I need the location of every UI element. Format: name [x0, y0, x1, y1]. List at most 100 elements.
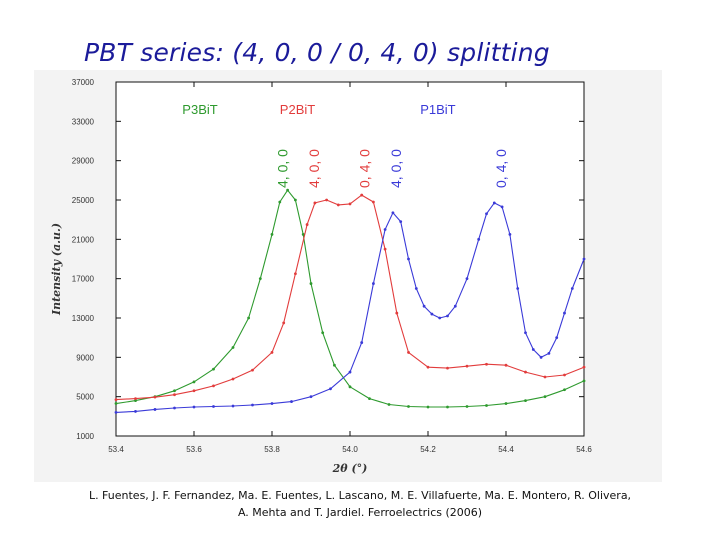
series-point-p1bit — [383, 228, 387, 231]
series-point-p2bit — [543, 375, 547, 379]
series-point-p2bit — [395, 311, 399, 315]
slide-title: PBT series: (4, 0, 0 / 0, 4, 0) splittin… — [84, 38, 550, 67]
series-point-p1bit — [153, 408, 157, 411]
citation-line-2: A. Mehta and T. Jardiel. Ferroelectrics … — [237, 506, 483, 519]
series-point-p1bit — [290, 400, 293, 403]
series-point-p1bit — [524, 331, 527, 335]
peak-annotation: 4, 0, 0 — [388, 149, 404, 188]
series-point-p1bit — [309, 395, 313, 399]
peak-annotation: 4, 0, 0 — [306, 149, 322, 188]
x-tick-label: 53.8 — [264, 445, 280, 454]
y-tick-label: 37000 — [72, 78, 95, 87]
series-point-p2bit — [282, 321, 286, 325]
series-point-p3bit — [348, 385, 352, 389]
series-point-p2bit — [582, 365, 586, 369]
y-tick-label: 13000 — [72, 314, 95, 323]
series-point-p1bit — [531, 348, 535, 351]
series-group — [114, 188, 586, 414]
series-point-p2bit — [153, 395, 157, 399]
series-point-p2bit — [305, 223, 309, 226]
series-point-p3bit — [212, 367, 215, 371]
series-point-p3bit — [368, 397, 371, 401]
series-point-p3bit — [543, 395, 547, 399]
series-point-p3bit — [563, 388, 566, 392]
series-point-p3bit — [387, 403, 391, 406]
series-point-p3bit — [504, 402, 508, 405]
series-point-p2bit — [348, 202, 352, 206]
series-point-p1bit — [399, 220, 403, 224]
y-tick-label: 33000 — [72, 117, 95, 126]
y-tick-label: 21000 — [72, 235, 95, 244]
series-point-p3bit — [446, 405, 449, 409]
series-line-p3bit — [115, 189, 585, 408]
series-point-p1bit — [539, 355, 543, 359]
series-point-p2bit — [360, 193, 364, 197]
legend-label-p3bit: P3BiT — [182, 102, 217, 117]
x-tick-label: 54.4 — [498, 445, 514, 454]
series-point-p3bit — [465, 405, 469, 408]
series-point-p1bit — [329, 387, 332, 391]
series-point-p2bit — [446, 366, 449, 370]
series-point-p1bit — [270, 402, 274, 405]
y-tick-label: 1000 — [76, 432, 94, 441]
series-point-p2bit — [114, 398, 118, 402]
series-point-p1bit — [348, 370, 352, 374]
series-point-p2bit — [313, 201, 317, 205]
series-point-p1bit — [477, 237, 481, 241]
series-point-p2bit — [212, 384, 215, 388]
series-point-p1bit — [173, 406, 176, 410]
series-point-p3bit — [134, 399, 137, 402]
series-point-p3bit — [258, 277, 262, 281]
series-point-p3bit — [192, 380, 196, 384]
x-tick-label: 53.4 — [108, 445, 124, 454]
series-point-p1bit — [414, 287, 418, 290]
series-point-p1bit — [508, 233, 512, 236]
series-point-p1bit — [212, 405, 215, 408]
series-point-p3bit — [270, 233, 274, 236]
series-point-p1bit — [407, 257, 410, 261]
series-point-p2bit — [173, 393, 176, 397]
series-point-p2bit — [325, 198, 328, 202]
series-point-p2bit — [231, 377, 235, 381]
series-point-p2bit — [134, 397, 137, 401]
series-point-p3bit — [173, 389, 176, 393]
series-point-p3bit — [247, 316, 251, 320]
peak-annotation: 4, 0, 0 — [275, 149, 291, 188]
legend-label-p1bit: P1BiT — [420, 102, 455, 117]
x-tick-label: 53.6 — [186, 445, 202, 454]
series-point-p3bit — [407, 405, 410, 408]
x-tick-label: 54.0 — [342, 445, 358, 454]
series-point-p3bit — [582, 379, 586, 383]
series-point-p2bit — [504, 363, 508, 367]
x-axis-label: 2θ (°) — [332, 462, 368, 475]
y-tick-label: 5000 — [76, 393, 94, 402]
series-point-p1bit — [231, 404, 235, 408]
series-point-p1bit — [453, 304, 457, 308]
series-point-p3bit — [321, 331, 325, 335]
series-point-p1bit — [465, 277, 469, 281]
series-point-p2bit — [383, 247, 387, 251]
diffraction-chart: 53.4 53.6 53.8 54.0 54.2 54.4 54.6 1000 5000 9000… — [50, 78, 592, 475]
series-point-p3bit — [278, 200, 282, 204]
peak-annotation: 0, 4, 0 — [493, 149, 509, 188]
series-point-p3bit — [301, 233, 305, 236]
series-point-p2bit — [294, 272, 297, 276]
series-point-p2bit — [485, 362, 488, 366]
y-tick-label: 25000 — [72, 196, 95, 205]
series-point-p1bit — [422, 304, 426, 308]
series-point-p2bit — [251, 368, 254, 372]
y-tick-label: 17000 — [72, 275, 95, 284]
series-point-p3bit — [286, 188, 289, 192]
series-point-p1bit — [360, 341, 364, 344]
series-point-p3bit — [333, 363, 336, 367]
series-point-p1bit — [485, 212, 488, 216]
series-point-p1bit — [251, 403, 254, 407]
legend-label-p2bit: P2BiT — [280, 102, 315, 117]
series-point-p1bit — [192, 405, 196, 409]
series-point-p3bit — [524, 399, 527, 402]
series-point-p3bit — [485, 404, 488, 407]
series-point-p1bit — [134, 410, 137, 413]
series-point-p2bit — [372, 200, 375, 204]
series-point-p1bit — [430, 312, 434, 316]
x-tick-label: 54.6 — [576, 445, 592, 454]
